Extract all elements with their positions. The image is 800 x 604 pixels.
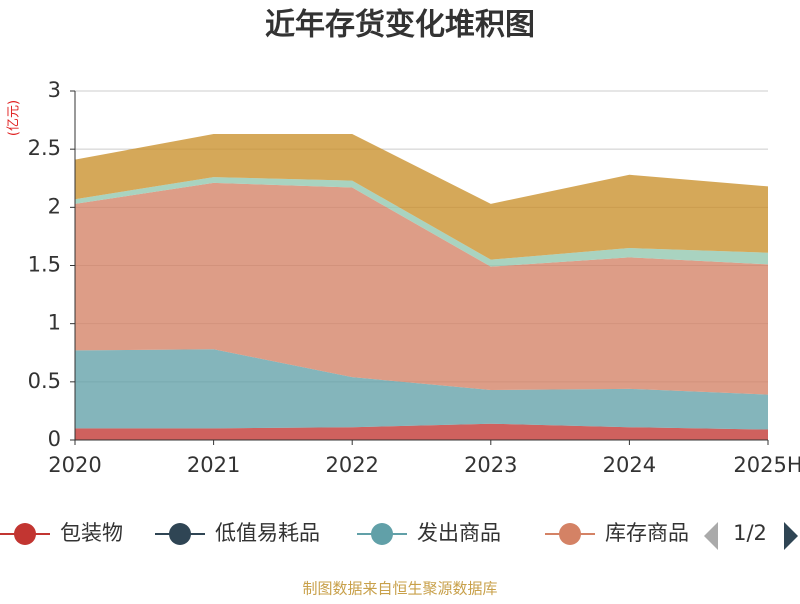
y-axis-label: (亿元) — [7, 100, 22, 136]
legend-marker — [14, 523, 36, 545]
legend-label: 库存商品 — [605, 521, 689, 545]
x-tick-label: 2022 — [325, 453, 378, 477]
plot-area: 0 0.5 1 1.5 2 2.5 3 2020 2021 2022 2023 2024 2025H — [28, 78, 800, 477]
y-tick-label: 1 — [48, 311, 61, 335]
x-tick-label: 2020 — [48, 453, 101, 477]
legend-label: 包装物 — [60, 521, 123, 545]
area — [75, 349, 768, 430]
legend-marker — [169, 523, 191, 545]
legend-prev[interactable] — [704, 522, 718, 550]
legend-next[interactable] — [784, 522, 798, 550]
y-tick-label: 0 — [48, 427, 61, 451]
legend-label: 低值易耗品 — [215, 521, 320, 545]
x-tick-label: 2024 — [603, 453, 656, 477]
x-tick-label: 2021 — [187, 453, 240, 477]
y-tick-label: 2.5 — [28, 136, 61, 160]
area — [75, 177, 768, 267]
legend-marker — [371, 523, 393, 545]
source-note: 制图数据来自恒生聚源数据库 — [302, 580, 497, 598]
area — [75, 182, 768, 395]
x-tick-label: 2025H — [733, 453, 800, 477]
y-tick-label: 1.5 — [28, 253, 61, 277]
legend: 包装物 低值易耗品 发出商品 库存商品 — [0, 521, 689, 545]
y-tick-label: 0.5 — [28, 369, 61, 393]
legend-marker — [559, 523, 581, 545]
chart-title: 近年存货变化堆积图 — [265, 8, 535, 43]
x-tick-label: 2023 — [464, 453, 517, 477]
legend-label: 发出商品 — [417, 521, 501, 545]
area — [75, 134, 768, 260]
legend-page: 1/2 — [733, 521, 767, 545]
y-tick-label: 2 — [48, 194, 61, 218]
y-tick-label: 3 — [48, 78, 61, 102]
area — [75, 423, 768, 440]
